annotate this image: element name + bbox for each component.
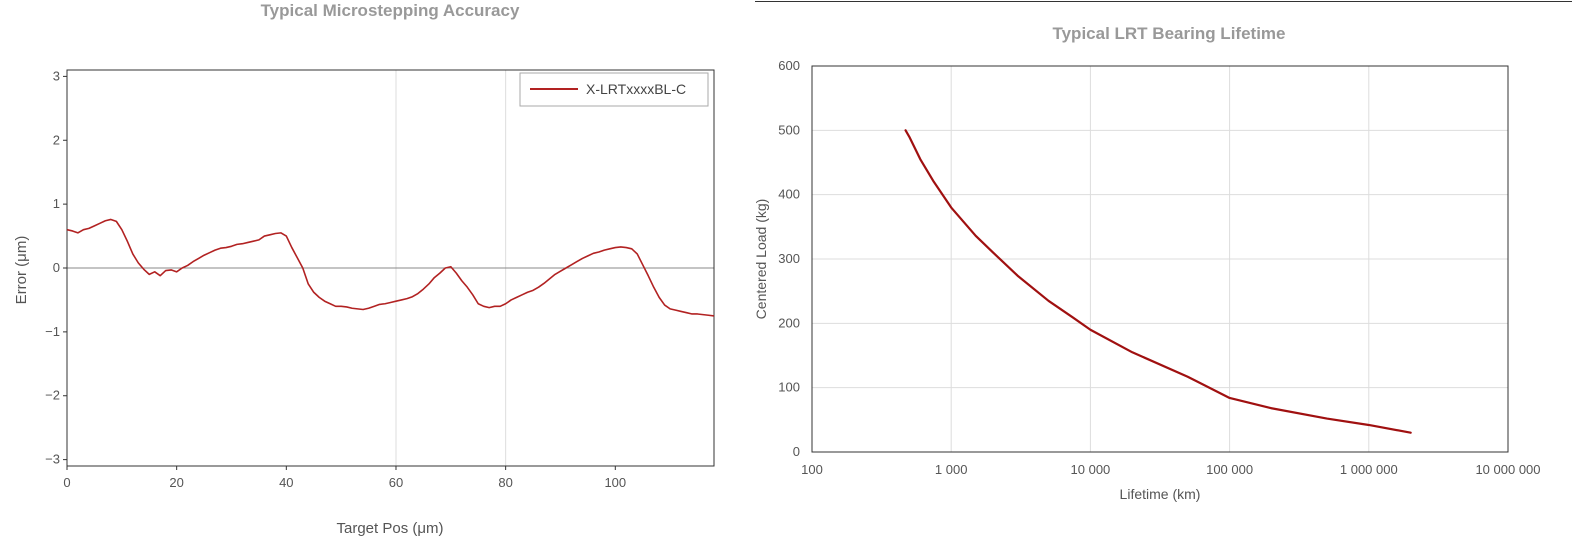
x-axis-ticks: 100 1 000 10 000 100 000 1 000 000 10 000 000 (801, 462, 1540, 477)
y-tick-label: −1 (45, 324, 60, 339)
y-tick-label: 0 (793, 444, 800, 459)
x-tick-label: 10 000 (1071, 462, 1111, 477)
y-axis-ticks: 0 100 200 300 400 500 600 (778, 58, 800, 459)
y-axis-label: Centered Load (kg) (753, 199, 769, 320)
x-axis-label: Target Pos (μm) (337, 520, 444, 537)
x-tick-label: 80 (498, 475, 512, 490)
x-tick-label: 100 (604, 475, 626, 490)
y-tick-label: −3 (45, 452, 60, 467)
series-line (66, 218, 715, 317)
x-tick-label: 100 (801, 462, 823, 477)
series-line (904, 129, 1412, 434)
x-axis-label: Lifetime (km) (1120, 486, 1201, 502)
grid-lines (811, 65, 1509, 453)
x-tick-label: 10 000 000 (1475, 462, 1540, 477)
plot-frame (811, 65, 1509, 453)
chart-title: Typical Microstepping Accuracy (261, 1, 520, 20)
x-tick-label: 20 (169, 475, 183, 490)
y-tick-label: 300 (778, 251, 800, 266)
y-tick-label: 500 (778, 122, 800, 137)
y-tick-label: 400 (778, 187, 800, 202)
x-tick-label: 1 000 (935, 462, 968, 477)
y-tick-label: 0 (53, 260, 60, 275)
chart-title: Typical LRT Bearing Lifetime (1052, 24, 1285, 43)
y-tick-label: 1 (53, 196, 60, 211)
y-axis-ticks: 3 2 1 0 −1 −2 −3 (45, 68, 67, 467)
y-tick-label: 600 (778, 58, 800, 73)
y-tick-label: 2 (53, 132, 60, 147)
x-tick-label: 1 000 000 (1340, 462, 1398, 477)
x-axis-ticks: 0 20 40 60 80 100 (63, 466, 626, 490)
x-tick-label: 0 (63, 475, 70, 490)
legend-entry: X-LRTxxxxBL-C (586, 81, 686, 97)
y-tick-label: −2 (45, 388, 60, 403)
x-tick-label: 60 (389, 475, 403, 490)
y-tick-label: 200 (778, 315, 800, 330)
legend: X-LRTxxxxBL-C (519, 72, 709, 107)
y-tick-label: 3 (53, 68, 60, 83)
y-axis-label: Error (μm) (13, 236, 30, 305)
microstepping-accuracy-chart: Typical Microstepping Accuracy 3 2 1 0 −1 −2 −… (13, 1, 715, 537)
x-tick-label: 100 000 (1206, 462, 1253, 477)
bearing-lifetime-chart: Typical LRT Bearing Lifetime 01002003004… (753, 24, 1541, 502)
x-tick-label: 40 (279, 475, 293, 490)
y-tick-label: 100 (778, 380, 800, 395)
